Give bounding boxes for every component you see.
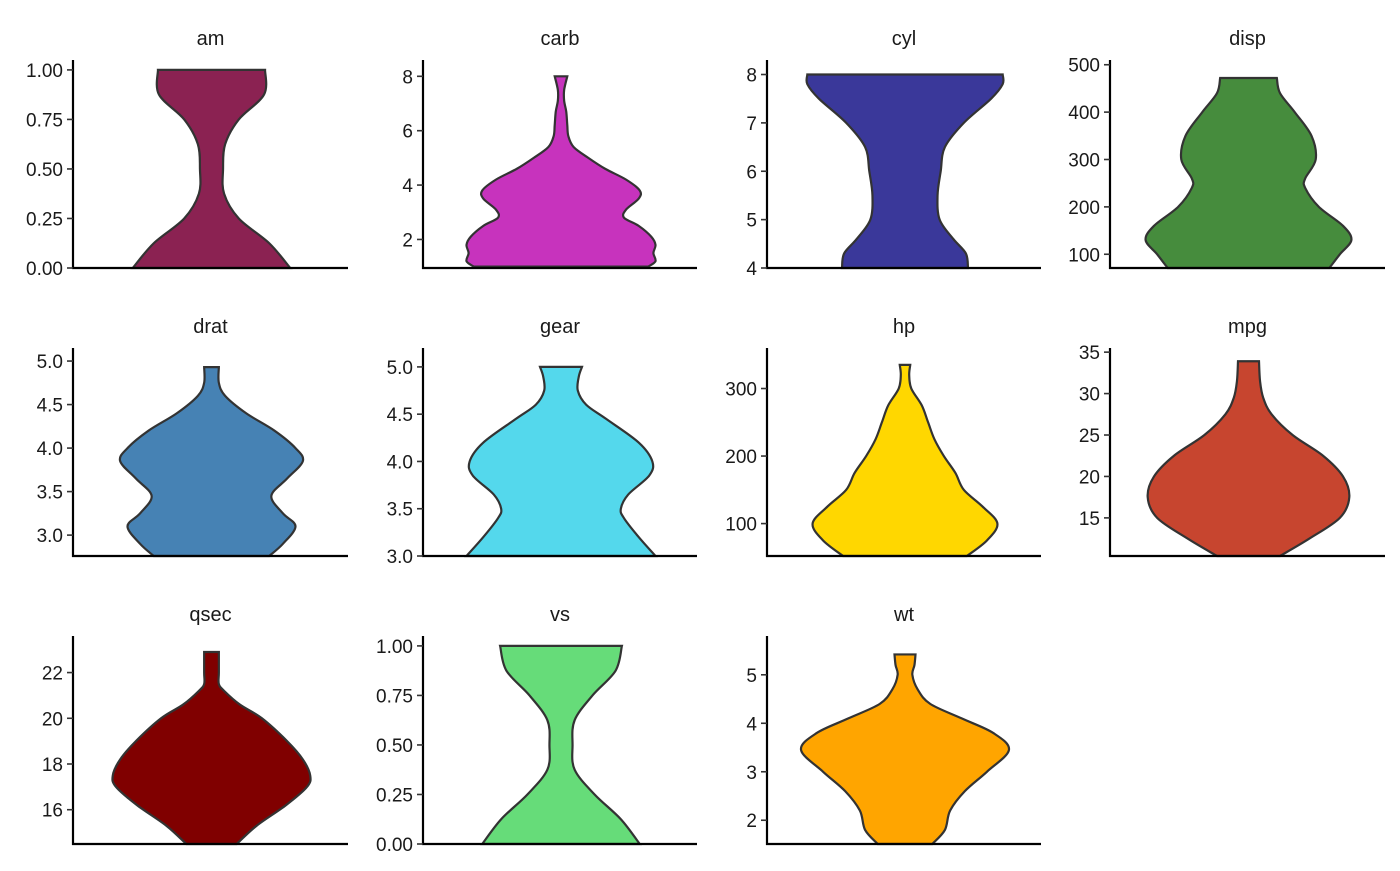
y-tick-label: 30 (1079, 385, 1100, 406)
panel-cyl: 4 5 6 7 8 cyl (746, 28, 1041, 280)
panel-title: drat (193, 316, 228, 338)
panel-title: carb (541, 28, 580, 50)
violin-carb (465, 75, 657, 268)
panel-hp: 100 200 300 hp (725, 316, 1041, 558)
y-tick-label: 7 (746, 114, 757, 135)
panel-title: am (197, 28, 225, 50)
y-tick-label: 4.5 (387, 405, 413, 426)
panel-drat: 3.0 3.5 4.0 4.5 5.0 drat (37, 316, 348, 558)
y-tick-label: 100 (1068, 245, 1100, 266)
y-tick-label: 100 (725, 515, 757, 536)
violin-hp (811, 363, 999, 558)
y-tick-label: 1.00 (26, 61, 63, 82)
y-tick-label: 5.0 (387, 358, 413, 379)
y-tick-label: 20 (42, 709, 63, 730)
y-tick-label: 4.0 (387, 452, 413, 473)
y-tick-label: 0.00 (26, 259, 63, 280)
y-tick-label: 500 (1068, 56, 1100, 77)
y-tick-label: 1.00 (376, 637, 413, 658)
y-tick-label: 8 (746, 66, 757, 87)
panel-am: 0.00 0.25 0.50 0.75 1.00 am (26, 28, 348, 280)
violin-am (130, 68, 293, 270)
y-tick-label: 5 (746, 211, 757, 232)
y-tick-label: 4.0 (37, 439, 63, 460)
y-tick-label: 400 (1068, 103, 1100, 124)
panel-title: vs (550, 604, 570, 626)
y-tick-label: 3.0 (37, 526, 63, 547)
y-tick-label: 0.50 (376, 736, 413, 757)
violin-vs (480, 644, 642, 846)
panel-vs: 0.00 0.25 0.50 0.75 1.00 vs (376, 604, 697, 856)
y-tick-label: 300 (725, 380, 757, 401)
y-tick-label: 4.5 (37, 396, 63, 417)
y-tick-label: 0.25 (376, 785, 413, 806)
y-tick-label: 3.5 (387, 500, 413, 521)
panel-title: mpg (1228, 316, 1267, 338)
y-tick-label: 5 (746, 666, 757, 687)
violin-drat (118, 366, 305, 558)
y-tick-label: 22 (42, 664, 63, 685)
panel-mpg: 15 20 25 30 35 mpg (1079, 316, 1385, 558)
y-tick-label: 18 (42, 755, 63, 776)
y-tick-label: 4 (402, 176, 413, 197)
y-tick-label: 3 (746, 763, 757, 784)
y-tick-label: 35 (1079, 343, 1100, 364)
panel-title: wt (893, 604, 914, 626)
y-tick-label: 2 (402, 230, 413, 251)
y-tick-label: 0.25 (26, 209, 63, 230)
y-tick-label: 15 (1079, 509, 1100, 530)
y-tick-label: 5.0 (37, 352, 63, 373)
y-tick-label: 4 (746, 259, 757, 280)
panel-title: disp (1229, 28, 1266, 50)
panel-disp: 100 200 300 400 500 disp (1068, 28, 1385, 270)
panel-title: hp (893, 316, 915, 338)
y-tick-label: 20 (1079, 467, 1100, 488)
y-tick-label: 6 (402, 122, 413, 143)
violin-cyl (805, 73, 1005, 270)
violin-gear (464, 365, 658, 558)
y-tick-label: 0.75 (26, 110, 63, 131)
y-tick-label: 3.0 (387, 547, 413, 568)
y-tick-label: 300 (1068, 150, 1100, 171)
y-tick-label: 6 (746, 162, 757, 183)
y-tick-label: 4 (746, 714, 757, 735)
y-tick-label: 16 (42, 801, 63, 822)
y-tick-label: 2 (746, 811, 757, 832)
violin-disp (1144, 76, 1353, 270)
y-tick-label: 0.75 (376, 686, 413, 707)
panel-gear: 3.0 3.5 4.0 4.5 5.0 gear (387, 316, 697, 568)
panel-title: cyl (892, 28, 916, 50)
y-tick-label: 0.50 (26, 160, 63, 181)
y-tick-label: 3.5 (37, 483, 63, 504)
panel-qsec: 16 18 20 22 qsec (42, 604, 348, 846)
y-tick-label: 200 (1068, 198, 1100, 219)
violin-mpg (1146, 360, 1351, 558)
panel-carb: 2 4 6 8 carb (402, 28, 697, 270)
y-tick-label: 25 (1079, 426, 1100, 447)
panel-title: gear (540, 316, 580, 338)
panel-wt: 2 3 4 5 wt (746, 604, 1041, 846)
y-tick-label: 0.00 (376, 835, 413, 856)
y-tick-label: 200 (725, 447, 757, 468)
violin-wt (799, 653, 1011, 846)
y-tick-label: 8 (402, 67, 413, 88)
panel-title: qsec (189, 604, 231, 626)
violin-qsec (111, 650, 312, 846)
